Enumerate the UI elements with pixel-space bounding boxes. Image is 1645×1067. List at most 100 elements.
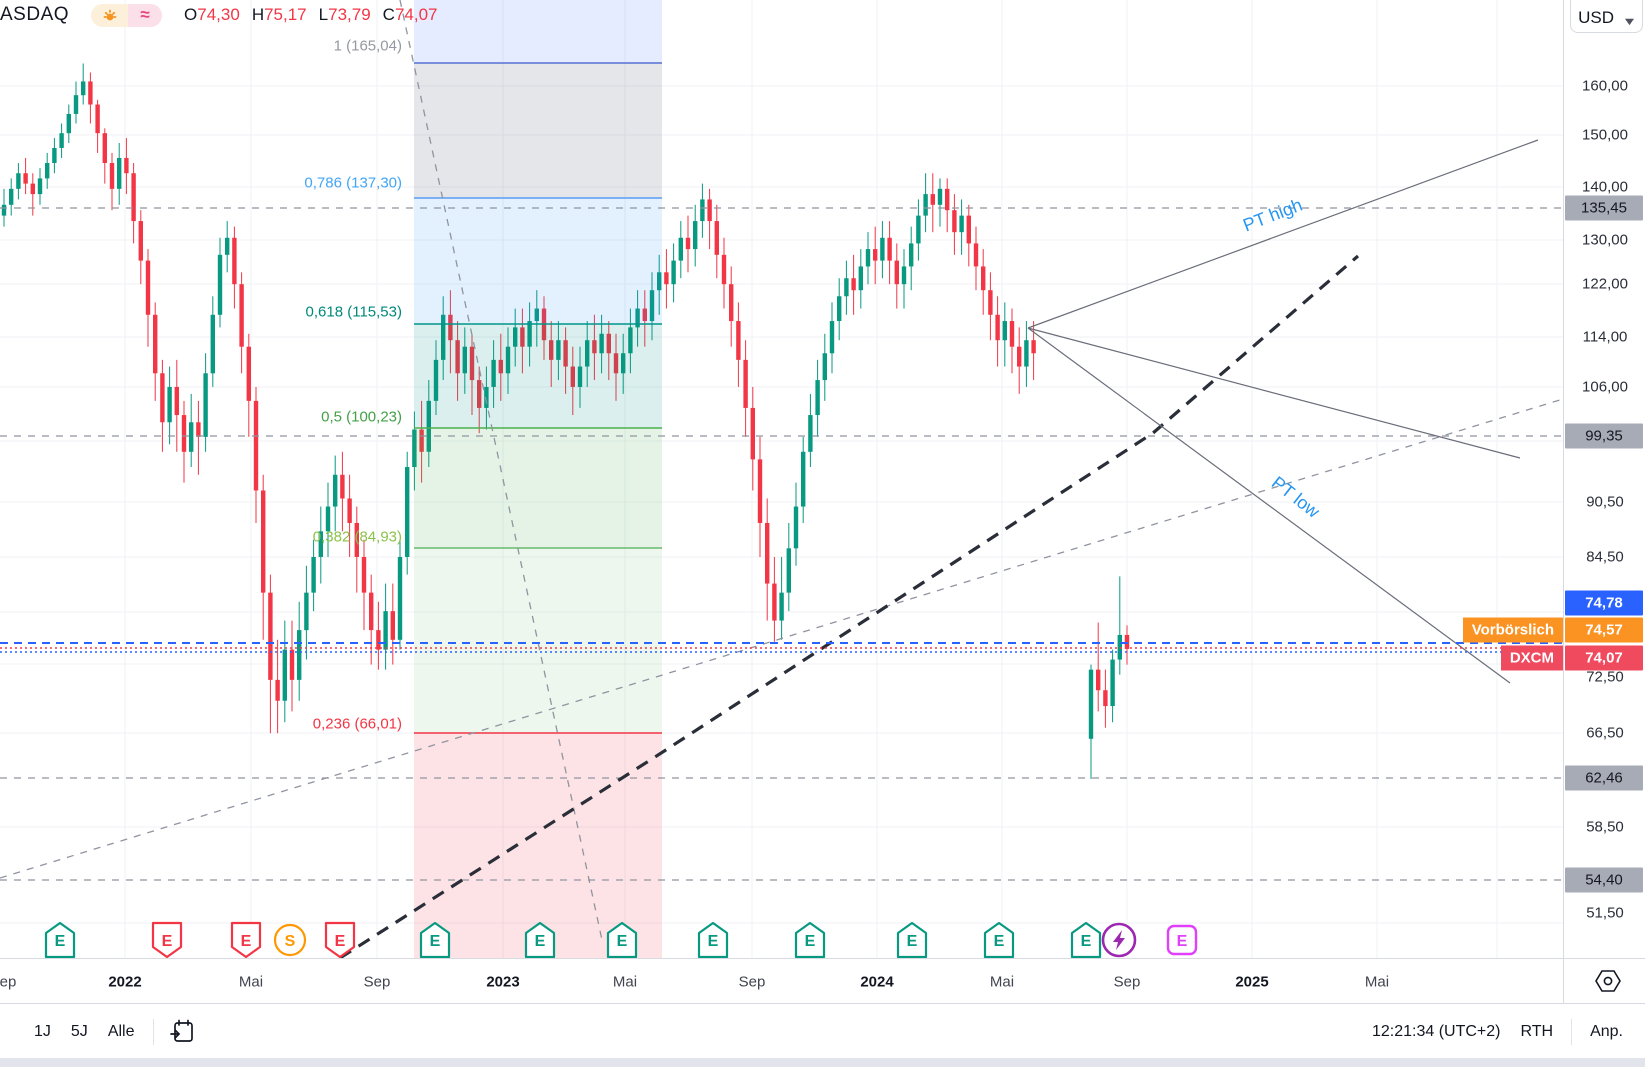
- level-price-badge: 99,35: [1565, 423, 1643, 449]
- range-button-5y[interactable]: 5J: [70, 1022, 88, 1040]
- candle-body: [909, 243, 914, 267]
- time-axis-label[interactable]: ep: [0, 973, 17, 990]
- earnings-marker[interactable]: E: [896, 921, 928, 958]
- candle-body: [671, 260, 676, 285]
- middle-trendline[interactable]: [1027, 327, 1521, 459]
- earnings-marker[interactable]: E: [794, 921, 826, 958]
- time-axis-label[interactable]: Sep: [1113, 973, 1141, 990]
- candle-body: [333, 474, 338, 507]
- earnings-marker[interactable]: E: [697, 921, 729, 958]
- earnings-marker[interactable]: E: [1070, 921, 1102, 958]
- open-label: O: [184, 5, 198, 24]
- session-button-rth[interactable]: RTH: [1520, 1022, 1554, 1040]
- earnings-marker[interactable]: E: [324, 921, 356, 958]
- time-axis-label[interactable]: 2024: [860, 973, 894, 990]
- pt-high-trendline[interactable]: [1027, 139, 1539, 329]
- steep-dashed-trendline[interactable]: [399, 0, 603, 941]
- go-to-date-icon[interactable]: [168, 1017, 198, 1047]
- level-price-badge: 135,45: [1565, 195, 1643, 221]
- candle-body: [549, 340, 554, 360]
- price-line-tag: DXCM: [1500, 645, 1563, 671]
- earnings-marker[interactable]: E: [230, 921, 262, 958]
- time-axis-label[interactable]: 2022: [108, 973, 142, 990]
- candle-body: [772, 583, 777, 621]
- symbol-name[interactable]: ASDAQ: [0, 4, 70, 25]
- currency-dropdown[interactable]: USD ▼: [1570, 0, 1643, 33]
- bottom-toolbar: 1J 5J Alle 12:21:34 (UTC+2) RTH Anp.: [0, 1003, 1645, 1059]
- earnings-marker[interactable]: E: [1166, 924, 1198, 956]
- candle-body: [844, 278, 849, 297]
- time-axis-label[interactable]: Mai: [989, 973, 1015, 990]
- earnings-marker[interactable]: E: [983, 921, 1015, 958]
- fib-level-label: 0,786 (137,30): [304, 174, 402, 192]
- candle-body: [815, 380, 820, 416]
- time-axis-label[interactable]: Sep: [363, 973, 391, 990]
- clock-display[interactable]: 12:21:34 (UTC+2): [1371, 1022, 1501, 1040]
- quick-settings-icon[interactable]: [1564, 959, 1645, 1004]
- candle-body: [477, 380, 482, 408]
- candle-body: [361, 556, 367, 593]
- candle-body: [959, 215, 964, 233]
- candle-body: [880, 237, 885, 261]
- time-axis-label[interactable]: 2025: [1235, 973, 1269, 990]
- candle-body: [1017, 346, 1022, 367]
- candle-body: [570, 366, 575, 387]
- fib-level-label: 0,236 (66,01): [312, 715, 402, 733]
- earnings-marker[interactable]: S: [273, 923, 307, 957]
- candle-body: [30, 183, 35, 195]
- earnings-marker[interactable]: E: [151, 921, 183, 958]
- ascending-dashed-trendline[interactable]: [0, 398, 1563, 879]
- earnings-marker[interactable]: [1101, 922, 1137, 958]
- candle-body: [678, 237, 683, 261]
- price-tick: 150,00: [1582, 126, 1628, 144]
- candle-body: [981, 266, 986, 291]
- candle-body: [203, 373, 208, 437]
- candle-body: [505, 346, 511, 374]
- earnings-marker[interactable]: E: [419, 921, 451, 958]
- price-axis[interactable]: USD ▼ 160,00 150,00 140,00 130,00 122,00 114,…: [1563, 0, 1645, 1003]
- candle-body: [462, 346, 467, 374]
- candle-body: [851, 278, 856, 291]
- earnings-marker[interactable]: E: [606, 921, 638, 958]
- candle-body: [491, 359, 496, 387]
- candle-body: [520, 327, 525, 347]
- earnings-marker[interactable]: E: [44, 921, 76, 958]
- range-button-all[interactable]: Alle: [107, 1022, 135, 1040]
- svg-text:S: S: [285, 933, 296, 950]
- time-axis-label[interactable]: Mai: [238, 973, 264, 990]
- candle-body: [131, 173, 136, 222]
- candle-body: [383, 611, 388, 650]
- svg-text:E: E: [994, 933, 1005, 950]
- adjust-button[interactable]: Anp.: [1590, 1022, 1623, 1040]
- candle-body: [786, 548, 791, 593]
- candle-body: [952, 210, 957, 233]
- time-axis-label[interactable]: 2023: [486, 973, 520, 990]
- price-tick: 66,50: [1586, 724, 1624, 742]
- candle-body: [189, 422, 194, 452]
- price-tick: 114,00: [1582, 328, 1628, 346]
- candle-body: [729, 284, 734, 322]
- chart-pane[interactable]: E E E S E E E E E E E E E E ASDAQ ≈ O 74,30 H 75,17 L 73…: [0, 0, 1563, 958]
- candle-body: [621, 353, 626, 374]
- time-axis-label[interactable]: Mai: [1364, 973, 1390, 990]
- price-tick: 122,00: [1582, 275, 1628, 293]
- candle-body: [311, 556, 316, 593]
- time-axis[interactable]: ep 2022 Mai Sep 2023 Mai Sep 2024 Mai Sep 2025 Mai: [0, 958, 1563, 1004]
- candle-body: [1103, 690, 1108, 707]
- time-axis-label[interactable]: Sep: [738, 973, 766, 990]
- candle-body: [664, 272, 669, 285]
- svg-text:E: E: [335, 933, 346, 950]
- fib-band: [414, 63, 662, 198]
- pt-low-trendline[interactable]: [1027, 327, 1511, 684]
- candle-body: [405, 467, 410, 557]
- range-button-1y[interactable]: 1J: [34, 1022, 51, 1040]
- candle-body: [297, 630, 302, 680]
- bold-dashed-trendline[interactable]: [339, 254, 1360, 958]
- candle-body: [469, 346, 475, 381]
- time-axis-label[interactable]: Mai: [612, 973, 638, 990]
- low-label: L: [318, 5, 329, 24]
- earnings-marker[interactable]: E: [524, 921, 556, 958]
- candle-body: [117, 157, 122, 189]
- candle-body: [153, 314, 158, 374]
